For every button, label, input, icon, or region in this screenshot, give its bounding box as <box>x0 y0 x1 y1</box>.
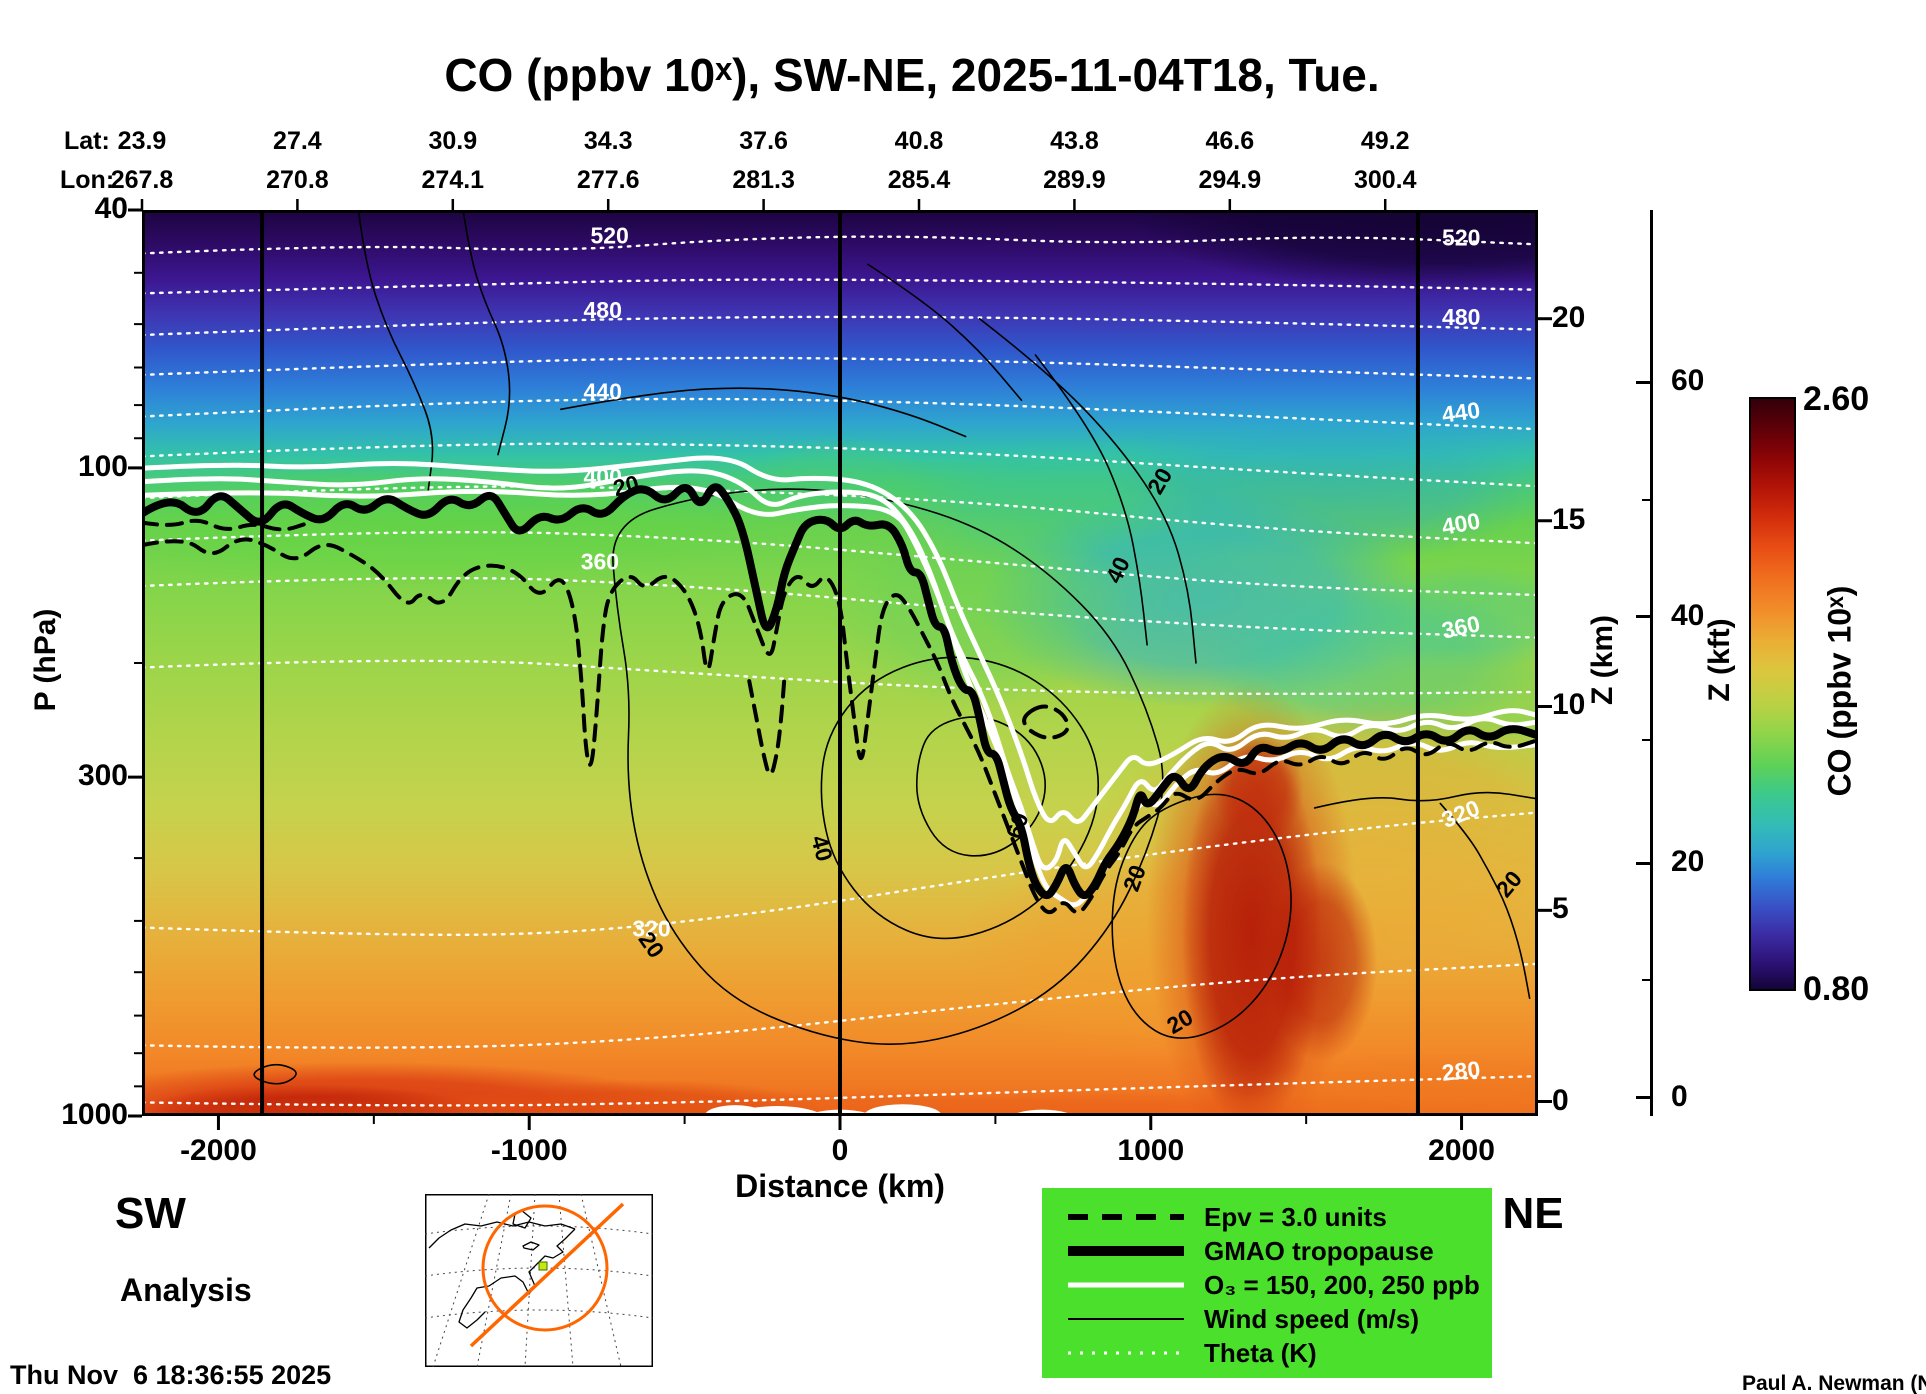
distance-tick-label: 0 <box>831 1134 849 1167</box>
legend-item: Epv = 3.0 units <box>1042 1200 1492 1234</box>
legend-item: GMAO tropopause <box>1042 1234 1492 1268</box>
colorbar-max-label: 2.60 <box>1803 380 1870 418</box>
legend-line-sample-thin-black <box>1068 1318 1184 1320</box>
graticule-meridian <box>524 1194 536 1367</box>
map-inset <box>425 1194 653 1367</box>
distance-axis-label: Distance (km) <box>735 1168 945 1204</box>
legend: Epv = 3.0 units GMAO tropopause O₃ = 150, … <box>1042 1188 1492 1378</box>
great-circle-marker <box>481 1204 609 1332</box>
zkft-tick <box>1636 380 1650 384</box>
p-tick-label: 1000 <box>61 1098 128 1131</box>
lon-value: 270.8 <box>266 166 329 194</box>
lon-value: 267.8 <box>110 166 174 194</box>
legend-item-label: O₃ = 150, 200, 250 ppb <box>1204 1269 1480 1300</box>
lon-value: 277.6 <box>576 166 640 194</box>
legend-item-label: Theta (K) <box>1204 1337 1317 1368</box>
graticule-parallel <box>425 1225 653 1235</box>
legend-item-label: GMAO tropopause <box>1204 1235 1434 1266</box>
legend-item: O₃ = 150, 200, 250 ppb <box>1042 1268 1492 1302</box>
graticule-parallel <box>425 1309 653 1319</box>
axis-ticks <box>128 199 1552 1130</box>
legend-item: Wind speed (m/s) <box>1042 1302 1492 1336</box>
legend-item-label: Epv = 3.0 units <box>1204 1201 1387 1232</box>
lon-value: 289.9 <box>1043 166 1106 194</box>
zkft-axis-line <box>1650 210 1653 1116</box>
coastline-path <box>458 1228 576 1329</box>
zkft-tick-label: 60 <box>1671 364 1705 398</box>
section-center-marker <box>538 1261 548 1271</box>
lon-value: 294.9 <box>1198 166 1262 194</box>
graticule-meridian <box>432 1194 490 1367</box>
zkft-minor-tick <box>1642 979 1650 982</box>
colorbar-axis-label: CO (ppbv 10ˣ) <box>1821 585 1858 797</box>
legend-item: Theta (K) <box>1042 1336 1492 1370</box>
p-tick-label: 40 <box>94 192 128 225</box>
legend-line-sample-dashed-black <box>1068 1214 1184 1220</box>
cross-section-path-line <box>469 1202 625 1348</box>
lat-value: 37.6 <box>739 127 788 155</box>
distance-tick-label: 2000 <box>1428 1134 1495 1167</box>
ne-endpoint-label: NE <box>1502 1189 1564 1238</box>
coastline-path <box>428 1221 576 1249</box>
timestamp: Thu Nov 6 18:36:55 2025 <box>10 1360 332 1390</box>
lat-value: 34.3 <box>583 127 633 155</box>
coastline-path <box>522 1241 540 1251</box>
analysis-label: Analysis <box>120 1272 252 1308</box>
zkft-axis-label: Z (kft) <box>1703 618 1736 702</box>
colorbar <box>1749 397 1796 991</box>
zkft-tick <box>1636 1096 1650 1100</box>
lat-value: 27.4 <box>273 127 322 155</box>
lat-value: 46.6 <box>1205 127 1255 155</box>
zkft-tick-label: 40 <box>1671 598 1705 632</box>
p-tick-label: 100 <box>77 449 128 483</box>
zkm-tick-label: 20 <box>1552 300 1586 334</box>
zkft-tick <box>1636 861 1650 865</box>
zkm-axis-label: Z (km) <box>1586 615 1619 705</box>
lon-value: 285.4 <box>887 166 951 194</box>
zkft-minor-tick <box>1642 739 1650 741</box>
lon-value: 300.4 <box>1353 166 1417 194</box>
lat-value: 43.8 <box>1050 127 1099 155</box>
plot-area <box>128 199 1552 1130</box>
colorbar-min-label: 0.80 <box>1803 970 1870 1008</box>
zkft-minor-tick <box>1642 498 1650 501</box>
zkft-tick-label: 20 <box>1671 845 1705 879</box>
distance-tick-label: 1000 <box>1117 1134 1185 1167</box>
lon-axis-prefix: Lon: <box>60 166 115 194</box>
legend-item-label: Wind speed (m/s) <box>1204 1303 1420 1334</box>
lat-axis-prefix: Lat: <box>64 127 110 155</box>
lat-value: 23.9 <box>117 127 167 155</box>
lat-value: 30.9 <box>428 127 478 155</box>
zkm-tick-label: 10 <box>1552 688 1586 722</box>
lat-value: 40.8 <box>894 127 944 155</box>
distance-tick-label: -1000 <box>490 1134 568 1167</box>
lat-value: 49.2 <box>1360 127 1410 155</box>
graticule-meridian <box>558 1194 574 1367</box>
zkm-tick-label: 5 <box>1552 892 1569 926</box>
legend-line-sample-thick-black <box>1068 1246 1184 1256</box>
legend-line-sample-white-solid <box>1068 1282 1184 1288</box>
zkft-tick-label: 0 <box>1671 1079 1688 1113</box>
sw-endpoint-label: SW <box>115 1189 186 1238</box>
lon-value: 281.3 <box>732 166 795 194</box>
pressure-axis-label: P (hPa) <box>29 608 62 712</box>
credit: Paul A. Newman (NASA <box>1742 1372 1926 1394</box>
co-field-canvas <box>142 210 1538 1116</box>
zkm-tick-label: 15 <box>1552 502 1586 536</box>
zkft-tick <box>1636 615 1650 619</box>
lon-value: 274.1 <box>421 166 485 194</box>
p-tick-label: 300 <box>77 759 128 793</box>
legend-line-sample-dotted-white <box>1068 1351 1184 1355</box>
distance-tick-label: -2000 <box>180 1134 257 1167</box>
figure-title: CO (ppbv 10ˣ), SW-NE, 2025-11-04T18, Tue… <box>444 49 1380 101</box>
zkm-tick-label: 0 <box>1552 1083 1569 1117</box>
